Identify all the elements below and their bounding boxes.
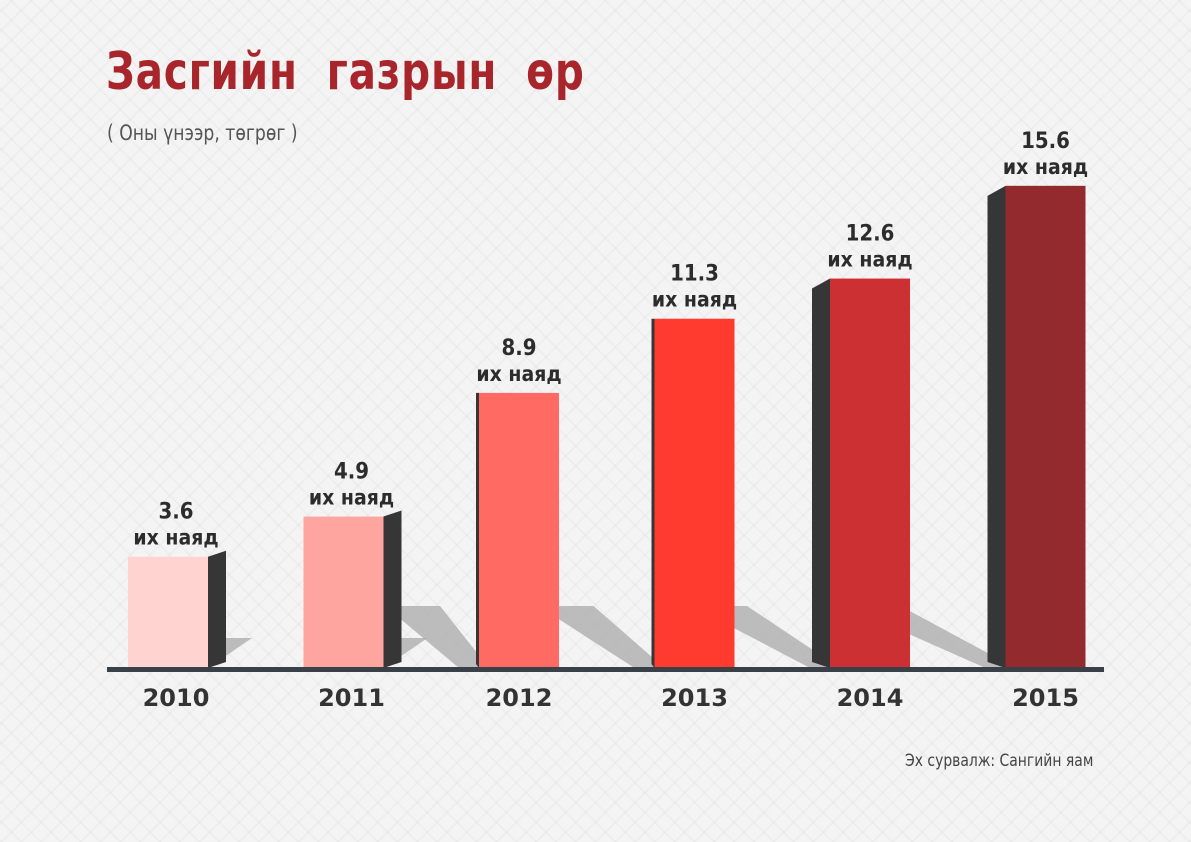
x-tick-2011: 2011 — [318, 684, 385, 712]
bar-2010 — [128, 556, 208, 668]
source-note: Эх сурвалж: Сангийн яам — [905, 751, 1094, 771]
chart-subtitle: ( Оны үнээр, төгрөг ) — [107, 121, 298, 145]
bar-2014 — [830, 278, 910, 668]
value-label-2012: 8.9 — [501, 336, 536, 361]
value-label-2010: 3.6 — [158, 500, 193, 525]
bar-2011 — [303, 516, 384, 668]
value-label-2013: 11.3 — [670, 262, 719, 287]
bar-side-2010 — [208, 550, 226, 668]
unit-label-2015: их наяд — [1003, 155, 1088, 179]
unit-label-2010: их наяд — [133, 526, 218, 550]
bar-side-2011 — [383, 510, 402, 668]
x-tick-2014: 2014 — [837, 684, 904, 712]
bar-shadow-2012 — [385, 606, 489, 668]
x-tick-2013: 2013 — [661, 684, 728, 712]
unit-label-2013: их наяд — [652, 288, 737, 312]
x-axis-baseline — [107, 667, 1104, 672]
unit-label-2014: их наяд — [827, 248, 912, 272]
bar-side-2014 — [812, 278, 830, 668]
unit-label-2011: их наяд — [309, 486, 394, 510]
value-label-2015: 15.6 — [1021, 129, 1070, 154]
unit-label-2012: их наяд — [476, 362, 561, 386]
x-tick-2015: 2015 — [1012, 684, 1079, 712]
bars — [128, 185, 1086, 668]
value-label-2014: 12.6 — [846, 222, 895, 247]
bar-side-2013 — [651, 318, 655, 668]
bar-2013 — [654, 318, 735, 668]
bar-2012 — [479, 392, 559, 668]
x-tick-2010: 2010 — [143, 684, 210, 712]
bar-side-2015 — [987, 185, 1006, 668]
value-label-2011: 4.9 — [334, 460, 369, 485]
bar-shadow-2013 — [538, 606, 665, 668]
x-tick-2012: 2012 — [486, 684, 553, 712]
x-axis-ticks: 2010 2011 2012 2013 2014 2015 — [143, 684, 1079, 712]
bar-2015 — [1005, 185, 1086, 668]
bar-side-2012 — [476, 392, 479, 668]
chart-title: Засгийн газрын өр — [106, 42, 585, 102]
